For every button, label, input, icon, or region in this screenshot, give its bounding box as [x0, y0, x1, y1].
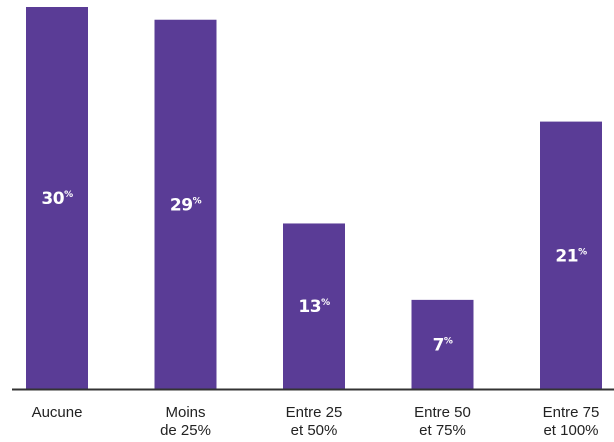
category-label: Entre 75 et 100%	[543, 404, 600, 439]
category-label-line: et 50%	[291, 422, 338, 439]
bar-value-label: 30%	[41, 189, 73, 209]
category-label-line: Moins	[165, 404, 205, 421]
bar-value-unit: %	[444, 336, 453, 346]
bar	[411, 299, 474, 389]
category-label: Moins de 25%	[160, 404, 211, 439]
category-label-line: Entre 50	[414, 404, 471, 421]
bar-value-label: 7%	[433, 335, 453, 355]
category-label-line: et 100%	[543, 422, 598, 439]
bar	[540, 121, 602, 389]
bar-value-number: 29	[170, 195, 193, 215]
bar-value-number: 30	[41, 189, 64, 209]
category-label-line: Aucune	[32, 404, 83, 421]
bar-value-label: 13%	[298, 297, 330, 317]
bar	[283, 223, 345, 389]
bar-value-unit: %	[578, 247, 587, 257]
category-label-line: de 25%	[160, 422, 211, 439]
bar	[154, 19, 217, 389]
category-label-line: et 75%	[419, 422, 466, 439]
category-label-line: Entre 75	[543, 404, 600, 421]
bar-value-unit: %	[193, 196, 202, 206]
bar-value-label: 29%	[170, 195, 202, 215]
bar-value-number: 13	[298, 297, 321, 317]
category-label: Aucune	[32, 404, 83, 421]
bar-value-unit: %	[64, 190, 73, 200]
category-label-line: Entre 25	[286, 404, 343, 421]
bar-value-number: 21	[555, 246, 578, 266]
bar-value-unit: %	[321, 298, 330, 308]
category-labels-group: Aucune Moins de 25%Entre 25 et 50%Entre 50 e…	[32, 404, 600, 439]
bar	[26, 7, 88, 389]
bars-group: 30%29%13%7%21%	[26, 7, 602, 389]
bar-value-label: 21%	[555, 246, 587, 266]
category-label: Entre 50 et 75%	[414, 404, 471, 439]
category-label: Entre 25 et 50%	[286, 404, 343, 439]
bar-value-number: 7	[433, 335, 444, 355]
